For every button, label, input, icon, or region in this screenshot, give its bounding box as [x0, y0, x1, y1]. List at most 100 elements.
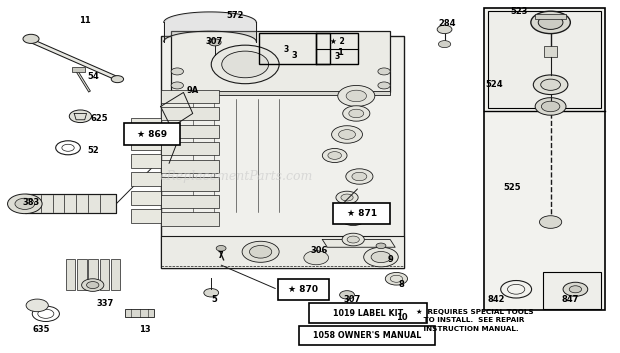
- Circle shape: [539, 216, 562, 228]
- Circle shape: [341, 194, 353, 201]
- Circle shape: [322, 149, 347, 162]
- Circle shape: [15, 198, 35, 209]
- Text: 842: 842: [488, 295, 505, 304]
- Text: ★  REQUIRES SPECIAL TOOLS
   TO INSTALL.  SEE REPAIR
   INSTRUCTION MANUAL.: ★ REQUIRES SPECIAL TOOLS TO INSTALL. SEE…: [416, 309, 534, 331]
- Circle shape: [563, 282, 588, 296]
- Text: 54: 54: [87, 72, 99, 81]
- Bar: [131, 136, 161, 150]
- Bar: [171, 91, 390, 95]
- Circle shape: [339, 130, 355, 139]
- Text: 9A: 9A: [187, 86, 199, 95]
- Circle shape: [346, 90, 366, 102]
- Bar: [484, 8, 605, 310]
- Text: 383: 383: [22, 198, 40, 207]
- Circle shape: [328, 152, 342, 159]
- Circle shape: [204, 288, 219, 297]
- Circle shape: [216, 245, 226, 251]
- Text: 9: 9: [388, 255, 393, 264]
- Circle shape: [249, 245, 272, 258]
- Bar: [78, 259, 87, 290]
- Bar: [125, 309, 154, 317]
- Bar: [161, 195, 219, 208]
- Text: 8: 8: [399, 280, 404, 289]
- Circle shape: [352, 172, 367, 181]
- Circle shape: [242, 241, 279, 262]
- Circle shape: [222, 51, 268, 78]
- Bar: [161, 107, 219, 120]
- Circle shape: [304, 251, 329, 265]
- Text: 13: 13: [139, 325, 151, 334]
- Bar: [161, 125, 219, 138]
- Text: 847: 847: [562, 295, 579, 304]
- Circle shape: [336, 191, 358, 204]
- Polygon shape: [161, 92, 193, 127]
- Bar: [171, 31, 390, 92]
- Circle shape: [340, 291, 355, 299]
- Circle shape: [111, 76, 123, 83]
- Text: 3: 3: [335, 52, 340, 61]
- Bar: [309, 303, 427, 323]
- Circle shape: [438, 41, 451, 48]
- Bar: [66, 259, 76, 290]
- Bar: [25, 194, 116, 213]
- Text: 1058 OWNER'S MANUAL: 1058 OWNER'S MANUAL: [312, 331, 421, 340]
- Circle shape: [364, 247, 398, 267]
- Text: 625: 625: [90, 114, 108, 123]
- Bar: [131, 209, 161, 223]
- Bar: [131, 172, 161, 186]
- Text: 337: 337: [97, 299, 113, 308]
- Bar: [161, 160, 219, 173]
- Bar: [161, 212, 219, 226]
- Bar: [278, 280, 329, 300]
- Text: 10: 10: [396, 313, 407, 322]
- Bar: [161, 36, 404, 268]
- Circle shape: [371, 251, 391, 263]
- Bar: [535, 14, 566, 19]
- Circle shape: [211, 45, 279, 84]
- Text: 572: 572: [226, 11, 244, 20]
- Bar: [488, 11, 601, 108]
- Text: ★ 870: ★ 870: [288, 285, 318, 294]
- Text: 1: 1: [337, 48, 343, 57]
- Bar: [161, 236, 404, 268]
- Circle shape: [69, 110, 92, 122]
- Bar: [89, 259, 98, 290]
- Circle shape: [535, 98, 566, 115]
- Bar: [544, 46, 557, 57]
- Polygon shape: [322, 240, 395, 247]
- Text: 11: 11: [79, 16, 91, 25]
- Circle shape: [87, 282, 99, 288]
- Text: 306: 306: [311, 246, 328, 255]
- Text: 1019 LABEL KIT: 1019 LABEL KIT: [333, 309, 403, 318]
- Circle shape: [171, 82, 184, 89]
- Bar: [259, 33, 330, 65]
- Text: 523: 523: [510, 7, 528, 16]
- Text: 7: 7: [218, 251, 223, 260]
- Bar: [543, 272, 601, 309]
- Circle shape: [209, 39, 221, 46]
- Circle shape: [569, 286, 582, 293]
- Text: 52: 52: [87, 146, 99, 155]
- Circle shape: [376, 243, 386, 249]
- Text: 3: 3: [284, 45, 289, 54]
- Circle shape: [437, 25, 452, 34]
- Text: 5: 5: [211, 295, 217, 304]
- Bar: [123, 123, 180, 145]
- Bar: [100, 259, 108, 290]
- Bar: [161, 142, 219, 155]
- Circle shape: [385, 273, 407, 285]
- Circle shape: [541, 79, 560, 90]
- Text: 524: 524: [485, 80, 503, 89]
- Bar: [131, 191, 161, 204]
- Circle shape: [347, 215, 360, 222]
- Text: 307: 307: [343, 295, 361, 304]
- Circle shape: [378, 68, 390, 75]
- Circle shape: [538, 16, 563, 29]
- Circle shape: [342, 233, 365, 246]
- Circle shape: [378, 82, 390, 89]
- Text: 307: 307: [206, 37, 223, 46]
- Text: ★ 869: ★ 869: [137, 130, 167, 139]
- Text: 635: 635: [33, 325, 50, 334]
- Text: 525: 525: [503, 183, 521, 192]
- Circle shape: [171, 68, 184, 75]
